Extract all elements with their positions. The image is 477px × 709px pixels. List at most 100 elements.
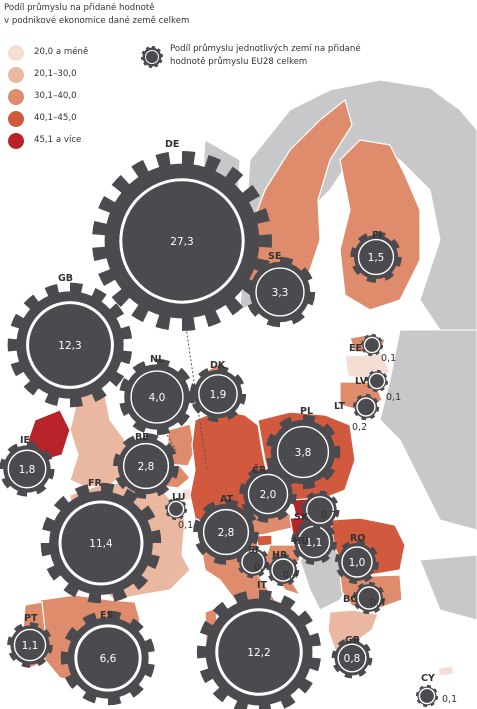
gear-nl — [119, 358, 196, 436]
gear-čr — [239, 465, 297, 523]
value-label-lu: 0,1 — [178, 520, 193, 531]
legend-label: 30,1–40,0 — [34, 91, 77, 101]
value-label-pt: 1,1 — [22, 640, 39, 652]
gear-shape — [193, 499, 259, 565]
legend-item-5: 45,1 a více — [8, 133, 138, 151]
gear-legend: Podíl průmyslu jednotlivých zemí na přid… — [140, 43, 380, 73]
gear-ring — [357, 586, 381, 610]
country-label-čr: ČR — [252, 464, 267, 476]
value-label-lv: 0,1 — [386, 392, 401, 403]
legend-item-1: 20,0 a méně — [8, 45, 138, 63]
value-label-sk: 0,7 — [321, 510, 336, 521]
gear-legend-line-2: hodnotě průmyslu EU28 celkem — [170, 57, 308, 67]
gear-gb — [7, 282, 133, 408]
value-label-lt: 0,2 — [352, 422, 367, 433]
gear-ring — [247, 473, 289, 515]
gear-icon — [141, 46, 163, 68]
legend-label: 40,1–45,0 — [34, 113, 77, 123]
value-label-hu: 1,1 — [306, 537, 323, 549]
legend-swatch — [8, 133, 24, 149]
region-cy — [437, 665, 455, 677]
title-line-1: Podíl průmyslu na přidané hodnotě — [4, 3, 155, 13]
country-label-lt: LT — [334, 401, 345, 412]
legend-label: 20,0 a méně — [34, 47, 89, 57]
gear-ee — [360, 333, 384, 357]
gear-ring — [215, 608, 303, 696]
gear-ring — [198, 374, 238, 414]
gear-ring — [122, 442, 170, 490]
gear-ring — [306, 496, 334, 524]
gear-fr — [40, 482, 162, 604]
value-label-se: 3,3 — [272, 287, 289, 299]
country-label-ee: EE — [349, 343, 362, 354]
legend-item-3: 30,1–40,0 — [8, 89, 138, 107]
gear-ro — [334, 539, 380, 585]
country-label-dk: DK — [210, 360, 226, 371]
value-label-it: 12,2 — [247, 647, 270, 659]
gear-ie — [0, 441, 55, 497]
country-label-ie: IE — [20, 435, 30, 446]
gear-pt — [7, 622, 53, 668]
value-label-be: 2,8 — [138, 461, 155, 473]
gear-lv — [365, 369, 389, 393]
value-label-si: 0,4 — [254, 562, 269, 573]
legend-swatch — [8, 89, 24, 105]
gear-ring — [341, 546, 373, 578]
legend-swatch — [8, 67, 24, 83]
gear-ring — [418, 687, 436, 705]
gear-ring — [276, 425, 330, 479]
country-label-fi: FI — [372, 230, 382, 241]
value-label-fi: 1,5 — [368, 252, 385, 264]
gear-ring — [7, 449, 47, 489]
country-label-pt: PT — [24, 613, 38, 624]
legend-swatch — [8, 45, 24, 61]
gear-ring — [241, 550, 265, 574]
gear-shape — [113, 433, 179, 499]
value-label-čr: 2,0 — [260, 489, 277, 501]
value-label-hr: 0,4 — [283, 570, 298, 581]
country-label-ro: RO — [350, 533, 365, 544]
gear-ring — [13, 628, 47, 662]
gear-bg — [352, 581, 386, 615]
gear-fi — [350, 231, 402, 283]
gear-shape — [189, 365, 247, 423]
gear-shape — [7, 282, 133, 408]
country-label-it: IT — [257, 580, 268, 591]
gear-legend-text: Podíl průmyslu jednotlivých zemí na přid… — [170, 43, 361, 69]
gear-ring — [363, 336, 381, 354]
gear-shape — [40, 482, 162, 604]
value-label-cy: 0,1 — [442, 694, 457, 705]
country-label-hr: HR — [272, 550, 288, 561]
value-label-es: 6,6 — [100, 653, 117, 665]
gear-ring — [357, 238, 395, 276]
gear-ring — [119, 178, 245, 304]
country-label-fr: FR — [88, 478, 102, 489]
country-label-es: ES — [100, 610, 113, 621]
gear-dk — [189, 365, 247, 423]
gear-ring — [337, 643, 367, 673]
legend-item-4: 40,1–45,0 — [8, 111, 138, 129]
country-label-se: SE — [268, 251, 281, 262]
gear-shape — [92, 151, 272, 331]
gear-legend-line-1: Podíl průmyslu jednotlivých zemí na přid… — [170, 44, 361, 54]
value-label-nl: 4,0 — [149, 392, 166, 404]
country-label-be: BE — [135, 432, 149, 443]
legend-label: 45,1 a více — [34, 135, 82, 145]
gear-ring — [356, 397, 376, 417]
value-label-gb: 12,3 — [58, 340, 81, 352]
gear-ring — [271, 558, 295, 582]
country-label-pl: PL — [300, 406, 313, 417]
value-label-ro: 1,0 — [349, 557, 366, 569]
country-label-si: SI — [248, 545, 258, 556]
country-label-gr: GR — [345, 635, 361, 646]
value-label-de: 27,3 — [170, 236, 193, 248]
value-label-at: 2,8 — [218, 527, 235, 539]
gear-lt — [352, 393, 380, 421]
country-label-hu: HU — [293, 536, 309, 547]
value-label-dk: 1,9 — [210, 389, 227, 401]
legend-item-2: 20,1–30,0 — [8, 67, 138, 85]
gear-ring — [368, 372, 386, 390]
country-label-lv: LV — [355, 376, 368, 387]
value-label-bg: 0,4 — [370, 598, 385, 609]
